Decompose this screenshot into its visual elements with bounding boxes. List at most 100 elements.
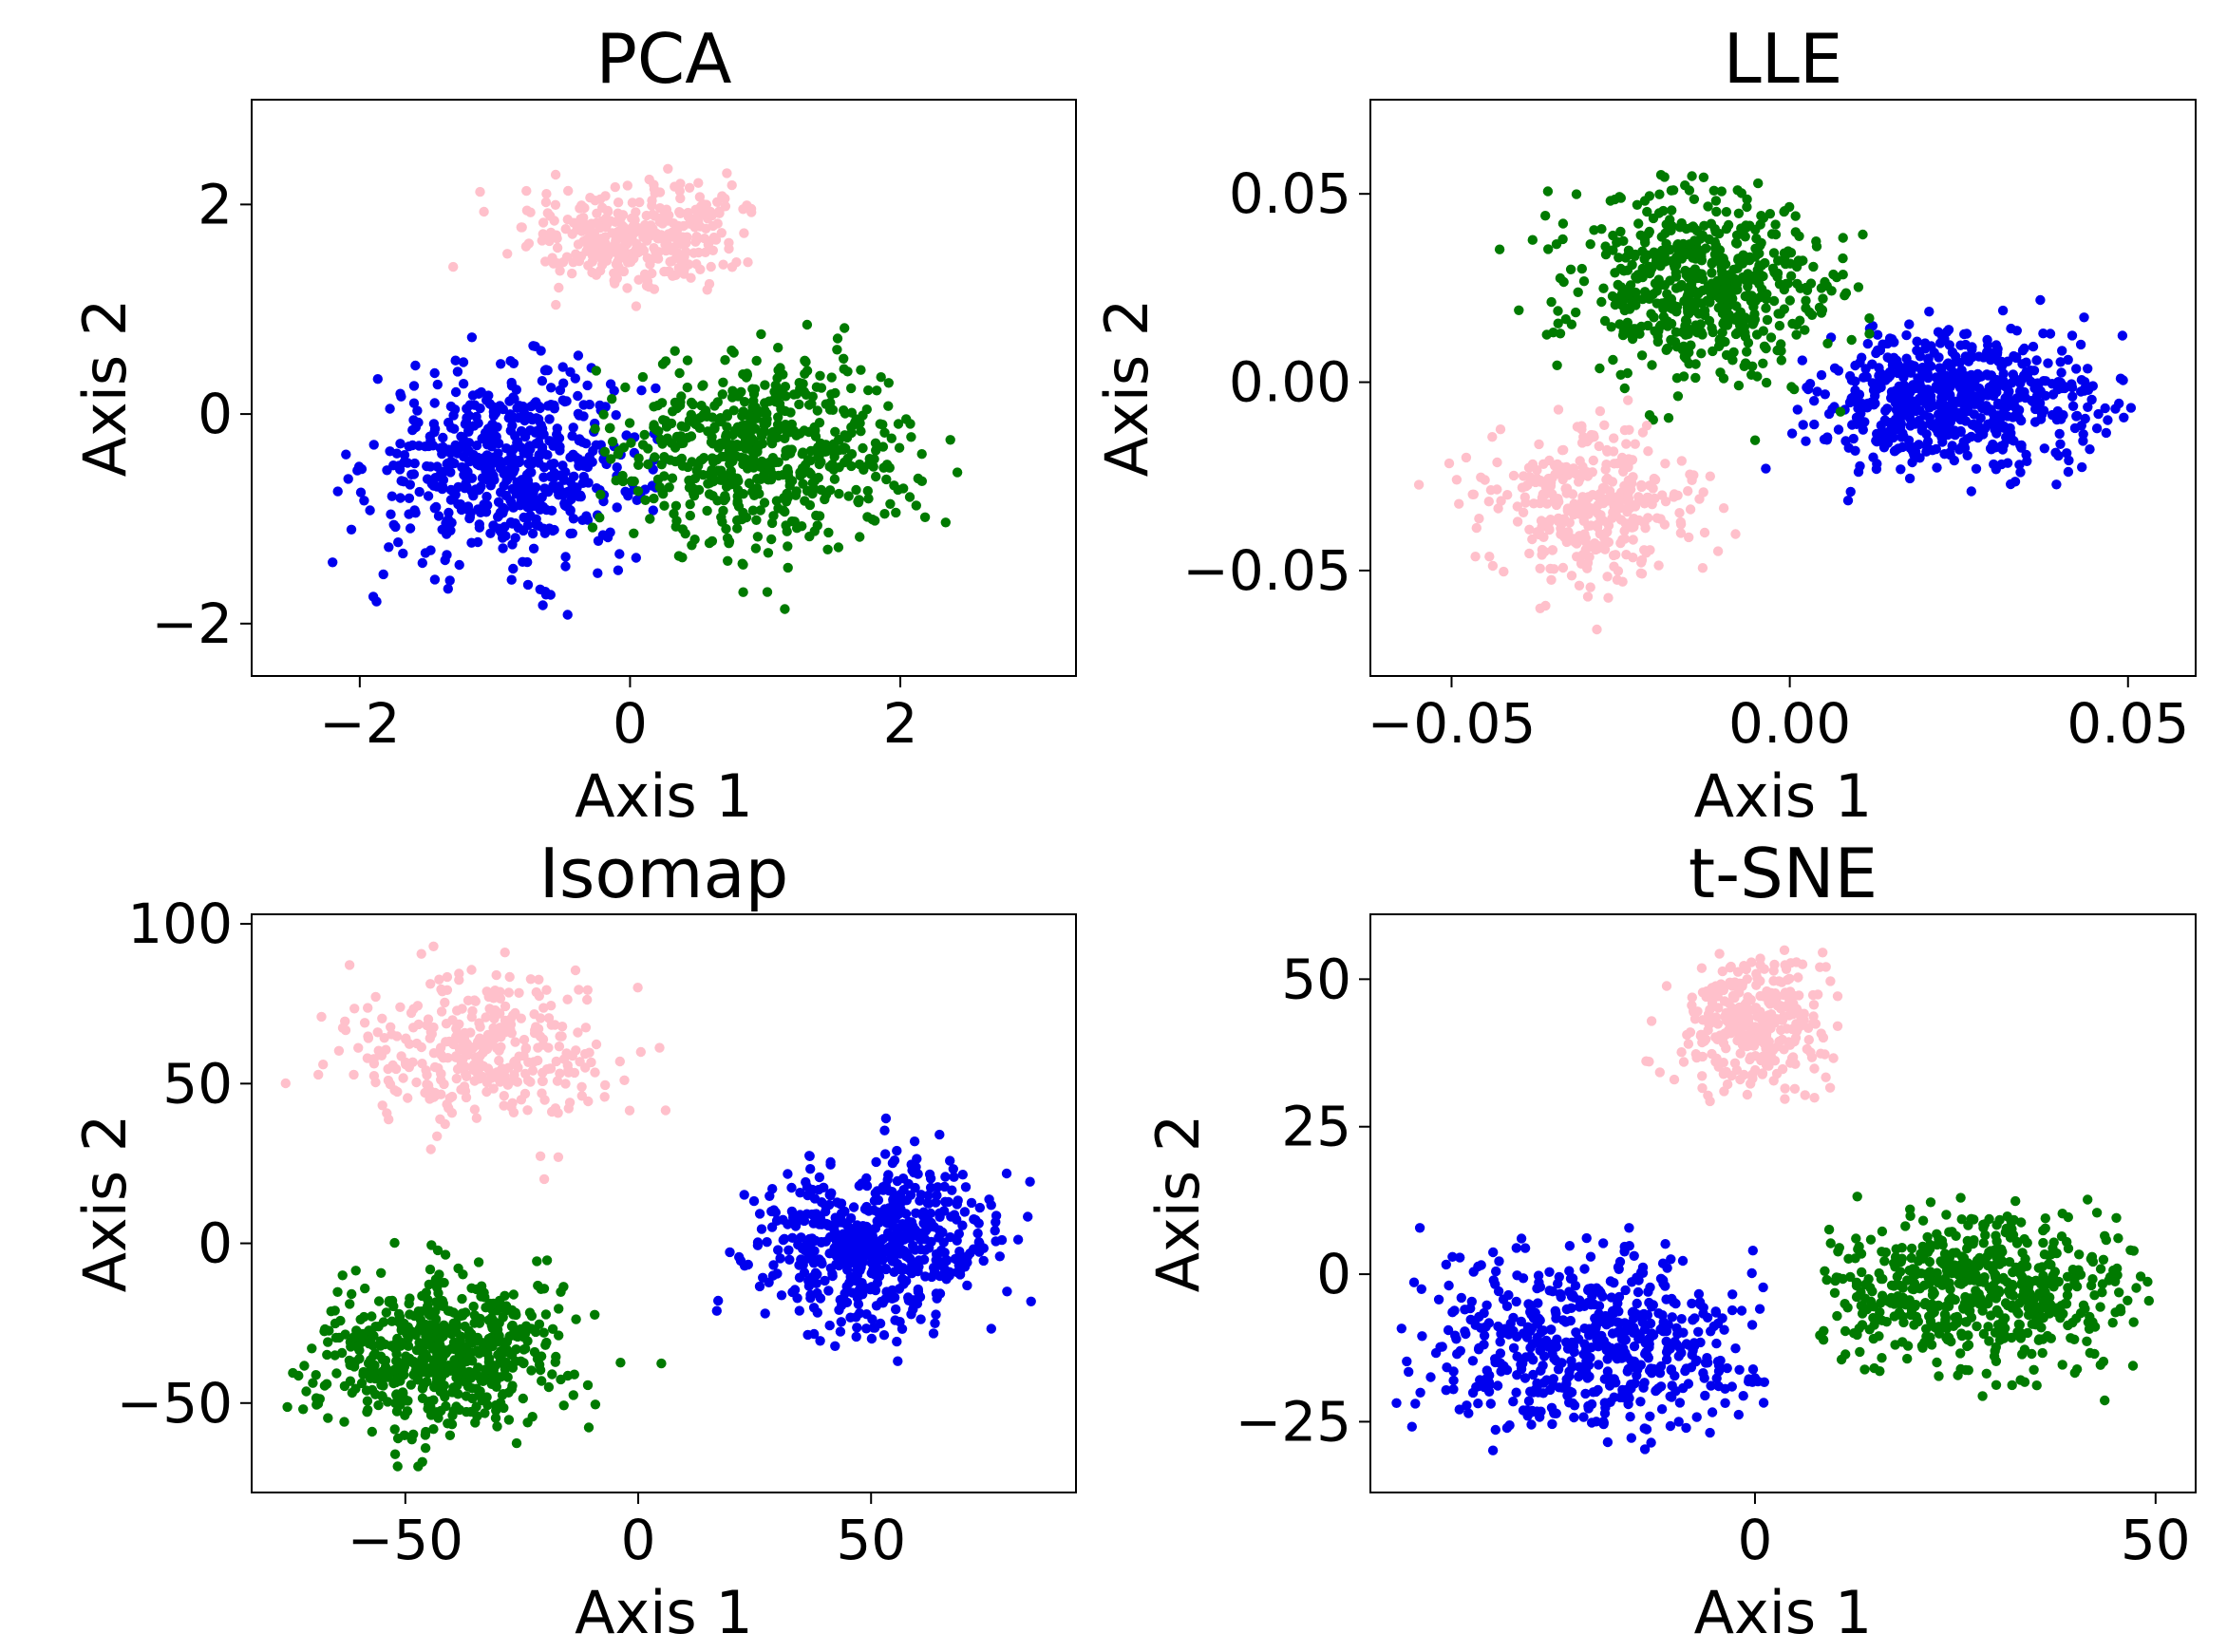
data-point — [1512, 501, 1523, 512]
data-point — [2006, 323, 2016, 334]
data-point — [1557, 218, 1569, 229]
data-point — [866, 1333, 878, 1344]
data-point — [398, 1073, 408, 1083]
data-point — [322, 1349, 332, 1361]
data-point — [432, 1131, 443, 1142]
data-point — [851, 1312, 861, 1323]
data-point — [1733, 208, 1745, 218]
data-point — [544, 414, 555, 424]
data-point — [1576, 263, 1588, 274]
data-point — [742, 200, 752, 211]
data-point — [689, 535, 700, 545]
data-point — [938, 1206, 950, 1216]
data-point — [2101, 427, 2111, 439]
data-point — [1696, 249, 1707, 259]
data-point — [503, 413, 514, 423]
data-point — [541, 1255, 553, 1266]
data-point — [563, 185, 574, 197]
data-point — [1872, 437, 1882, 447]
data-point — [684, 475, 694, 486]
data-point — [561, 396, 572, 406]
data-point — [486, 1318, 497, 1328]
data-point — [515, 1330, 525, 1341]
data-point — [1582, 563, 1593, 573]
data-point — [1718, 503, 1729, 514]
data-point — [1892, 415, 1902, 426]
data-point — [720, 355, 730, 366]
data-point — [1599, 533, 1610, 543]
data-point — [605, 379, 616, 389]
data-point — [2063, 466, 2074, 478]
data-point — [578, 400, 589, 410]
data-point — [482, 1348, 493, 1359]
data-point — [1487, 432, 1498, 442]
data-point — [879, 509, 890, 519]
data-point — [1681, 248, 1691, 259]
data-point — [1468, 489, 1480, 499]
data-point — [1523, 1396, 1535, 1406]
data-point — [413, 1306, 424, 1317]
data-point — [760, 380, 770, 390]
data-point — [940, 1196, 951, 1208]
data-point — [500, 490, 512, 501]
data-point — [462, 412, 472, 423]
data-point — [1749, 435, 1761, 445]
data-point — [462, 1368, 473, 1379]
data-point — [883, 1170, 894, 1180]
data-point — [345, 1299, 355, 1309]
data-point — [568, 257, 578, 268]
data-point — [1743, 290, 1754, 300]
data-point — [1772, 272, 1783, 282]
data-point — [991, 1211, 1002, 1221]
data-point — [568, 1390, 578, 1400]
data-point — [573, 350, 584, 361]
data-point — [614, 549, 625, 559]
data-point — [704, 537, 715, 549]
isomap-ytick-label: −50 — [117, 1371, 233, 1436]
data-point — [1627, 522, 1637, 533]
data-point — [403, 1334, 413, 1344]
data-point — [540, 365, 552, 375]
data-point — [543, 1013, 555, 1023]
data-point — [863, 1243, 875, 1254]
data-point — [896, 1221, 907, 1232]
data-point — [897, 1195, 908, 1207]
data-point — [724, 243, 734, 254]
data-point — [1710, 226, 1721, 237]
data-point — [395, 439, 406, 449]
data-point — [2062, 448, 2072, 459]
data-point — [745, 412, 755, 422]
data-point — [1607, 477, 1618, 487]
data-point — [2051, 479, 2062, 490]
data-point — [1674, 222, 1686, 233]
data-point — [333, 1045, 345, 1057]
data-point — [323, 1337, 333, 1347]
data-point — [479, 499, 489, 510]
data-point — [1639, 287, 1651, 297]
data-point — [1494, 244, 1505, 254]
data-point — [370, 991, 381, 1003]
data-point — [1592, 624, 1602, 635]
data-point — [674, 367, 685, 379]
data-point — [635, 226, 646, 236]
data-point — [570, 965, 581, 976]
data-point — [1396, 1323, 1407, 1334]
data-point — [1563, 527, 1574, 537]
data-point — [940, 517, 951, 528]
data-point — [558, 1400, 569, 1411]
data-point — [721, 431, 731, 441]
data-point — [1689, 222, 1699, 234]
data-point — [1630, 439, 1641, 449]
data-point — [851, 1331, 861, 1342]
data-point — [1943, 403, 1953, 413]
data-point — [349, 1004, 360, 1014]
data-point — [682, 382, 692, 393]
data-point — [1704, 285, 1714, 296]
data-point — [546, 460, 557, 471]
data-point — [1643, 1286, 1653, 1297]
data-point — [827, 404, 839, 415]
data-point — [1732, 185, 1743, 196]
data-point — [881, 474, 892, 485]
data-point — [1904, 473, 1916, 484]
data-point — [712, 218, 723, 229]
